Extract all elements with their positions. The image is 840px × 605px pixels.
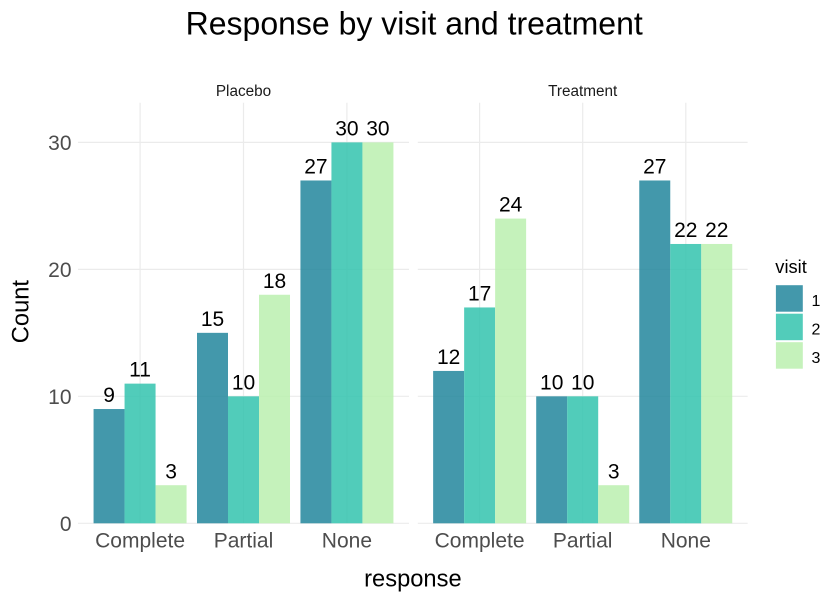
svg-text:18: 18 — [263, 270, 286, 293]
svg-text:1: 1 — [812, 293, 821, 310]
svg-text:2: 2 — [812, 322, 821, 339]
svg-text:3: 3 — [165, 460, 177, 483]
svg-text:10: 10 — [571, 371, 594, 394]
svg-text:Response by visit and treatmen: Response by visit and treatment — [186, 6, 643, 42]
svg-text:30: 30 — [48, 132, 71, 155]
svg-text:12: 12 — [437, 346, 460, 369]
svg-text:Partial: Partial — [214, 530, 274, 553]
svg-text:Placebo: Placebo — [216, 83, 271, 100]
svg-text:3: 3 — [608, 460, 620, 483]
svg-text:22: 22 — [674, 219, 697, 242]
svg-text:30: 30 — [366, 117, 389, 140]
svg-text:visit: visit — [775, 256, 806, 277]
svg-text:22: 22 — [705, 219, 728, 242]
svg-text:response: response — [364, 566, 461, 592]
svg-text:Complete: Complete — [95, 530, 185, 553]
svg-text:20: 20 — [48, 259, 71, 282]
svg-text:Partial: Partial — [553, 530, 613, 553]
svg-text:None: None — [661, 530, 711, 553]
svg-text:Treatment: Treatment — [548, 83, 618, 100]
svg-text:Count: Count — [8, 280, 34, 344]
svg-text:10: 10 — [540, 371, 563, 394]
svg-text:10: 10 — [232, 371, 255, 394]
svg-text:15: 15 — [201, 308, 224, 331]
svg-text:Complete: Complete — [435, 530, 525, 553]
svg-text:9: 9 — [103, 384, 115, 407]
svg-text:3: 3 — [812, 350, 821, 367]
svg-text:24: 24 — [499, 194, 523, 217]
svg-text:10: 10 — [48, 386, 71, 409]
svg-text:0: 0 — [60, 513, 72, 536]
svg-text:None: None — [322, 530, 372, 553]
svg-text:27: 27 — [304, 156, 327, 179]
svg-text:30: 30 — [335, 117, 358, 140]
svg-text:27: 27 — [643, 156, 666, 179]
svg-text:17: 17 — [468, 283, 491, 306]
svg-text:11: 11 — [129, 359, 151, 382]
